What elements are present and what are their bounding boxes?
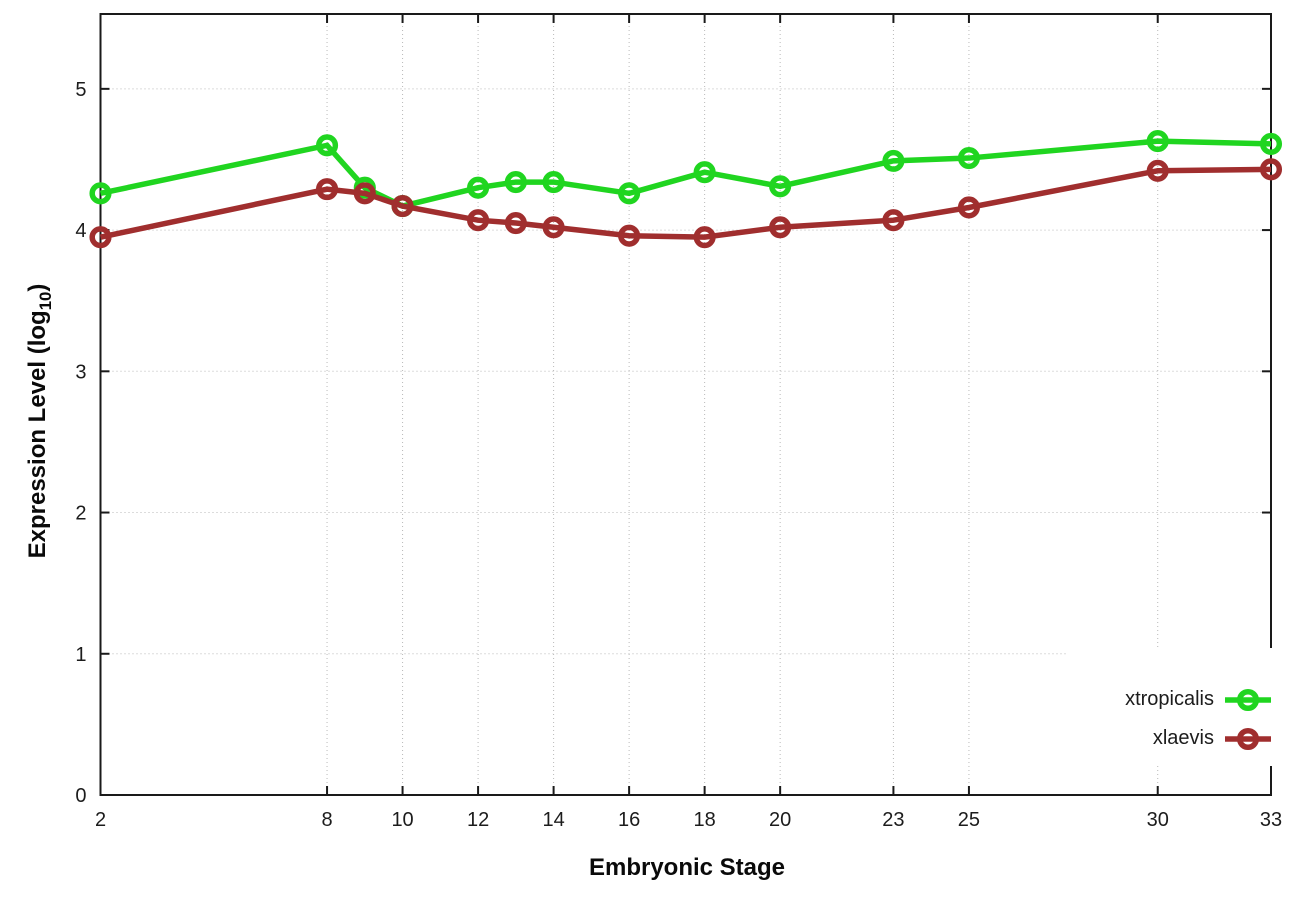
- legend-label-xlaevis: xlaevis: [1152, 727, 1214, 749]
- legend-item-xtropicalis: xtropicalis: [1125, 680, 1272, 719]
- legend-item-xlaevis: xlaevis: [1153, 719, 1272, 758]
- series-xlaevis: [89, 158, 1283, 249]
- y-axis-label: Expression Level (log10): [24, 284, 56, 559]
- data-point-xtropicalis: [769, 175, 792, 198]
- svg-text:0: 0: [75, 785, 86, 807]
- data-point-xtropicalis: [467, 176, 490, 199]
- y-axis-label-text: Expression Level (log: [24, 310, 52, 559]
- legend: xtropicalis xlaevis: [1066, 648, 1272, 766]
- x-axis-label: Embryonic Stage: [588, 854, 786, 881]
- legend-marker-xtropicalis: [1225, 688, 1271, 711]
- data-point-xlaevis: [769, 216, 792, 239]
- svg-text:25: 25: [958, 809, 980, 831]
- svg-text:20: 20: [769, 809, 791, 831]
- svg-text:8: 8: [321, 809, 332, 831]
- data-point-xtropicalis: [1146, 130, 1169, 153]
- data-point-xtropicalis: [315, 134, 339, 157]
- y-axis-label-suffix: ): [24, 283, 52, 292]
- data-point-xlaevis: [618, 224, 641, 247]
- data-point-xlaevis: [882, 209, 905, 232]
- plot-border: [99, 13, 1272, 796]
- data-point-xlaevis: [1259, 158, 1283, 181]
- data-point-xtropicalis: [957, 147, 980, 170]
- svg-text:16: 16: [618, 809, 640, 831]
- svg-text:2: 2: [75, 503, 86, 525]
- legend-label-xtropicalis: xtropicalis: [1125, 688, 1214, 710]
- data-point-xlaevis: [315, 178, 339, 201]
- data-point-xlaevis: [467, 209, 490, 232]
- svg-text:4: 4: [75, 220, 86, 242]
- svg-text:5: 5: [75, 79, 86, 101]
- data-point-xlaevis: [391, 195, 414, 218]
- svg-text:18: 18: [694, 809, 716, 831]
- data-point-xlaevis: [353, 182, 376, 205]
- svg-text:2: 2: [95, 809, 106, 831]
- data-point-xtropicalis: [693, 161, 716, 184]
- data-point-xlaevis: [542, 216, 565, 239]
- x-tick-labels: 2 8 10 12 14 16 18 20 23 25 30 33: [95, 809, 1282, 831]
- svg-text:3: 3: [75, 361, 86, 383]
- svg-text:10: 10: [391, 809, 413, 831]
- svg-text:23: 23: [882, 809, 904, 831]
- data-point-xlaevis: [693, 226, 716, 249]
- data-point-xlaevis: [1146, 159, 1169, 182]
- y-tick-labels: 0 1 2 3 4 5: [75, 79, 86, 807]
- data-point-xtropicalis: [882, 149, 905, 172]
- svg-text:1: 1: [75, 644, 86, 666]
- data-point-xtropicalis: [542, 171, 565, 194]
- svg-text:33: 33: [1260, 809, 1282, 831]
- svg-text:14: 14: [542, 809, 564, 831]
- svg-text:30: 30: [1147, 809, 1169, 831]
- data-point-xtropicalis: [89, 182, 112, 205]
- data-point-xlaevis: [504, 211, 527, 235]
- svg-text:12: 12: [467, 809, 489, 831]
- data-point-xtropicalis: [504, 171, 527, 194]
- y-axis-label-subscript: 10: [35, 291, 55, 311]
- data-point-xtropicalis: [1259, 132, 1283, 155]
- legend-marker-xlaevis: [1225, 727, 1271, 750]
- data-point-xlaevis: [89, 226, 112, 249]
- data-point-xtropicalis: [618, 182, 641, 205]
- data-point-xlaevis: [957, 196, 980, 219]
